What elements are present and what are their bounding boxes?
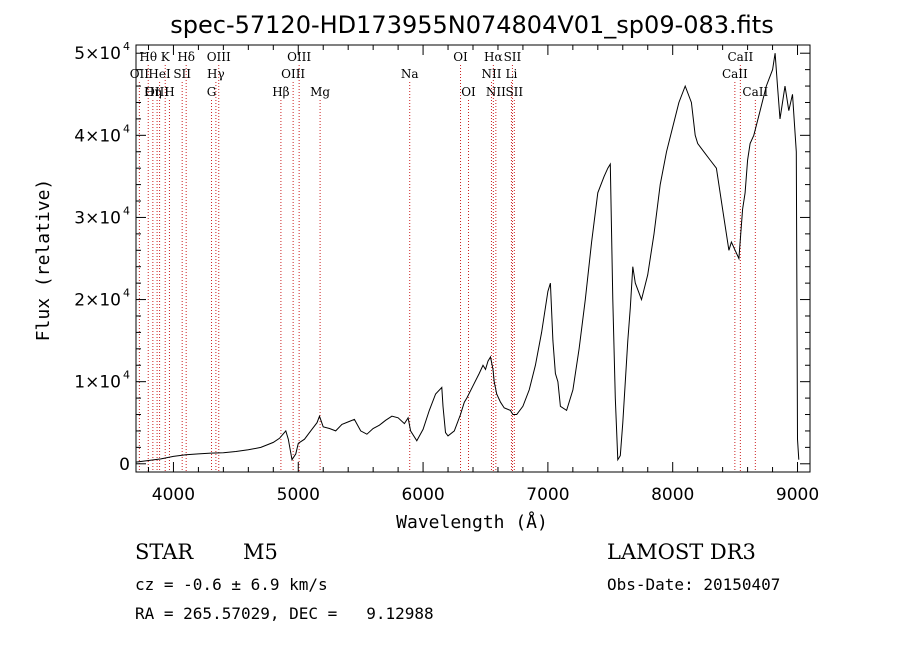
emission-line-label: Hβ xyxy=(272,85,289,99)
emission-line-label: SII xyxy=(173,67,191,81)
emission-line-label: Na xyxy=(401,67,419,81)
y-tick-label: 4×10 xyxy=(74,126,121,146)
emission-line-label: OIII xyxy=(145,85,169,99)
emission-line-label: Hδ xyxy=(177,50,195,64)
emission-line-label: SII xyxy=(504,50,522,64)
x-axis-label: Wavelength (Å) xyxy=(396,511,548,533)
chart-title: spec-57120-HD173955N074804V01_sp09-083.f… xyxy=(170,11,773,39)
obs-date: Obs-Date: 20150407 xyxy=(607,575,781,594)
plot-frame xyxy=(135,44,811,473)
emission-line-label: HeI xyxy=(148,67,171,81)
emission-line-label: OIII xyxy=(207,50,231,64)
y-axis: 01×10 42×10 43×10 44×10 45×10 4 xyxy=(74,40,810,475)
x-tick-label: 4000 xyxy=(152,485,195,505)
y-tick-label: 0 xyxy=(119,455,130,475)
y-tick-exponent: 4 xyxy=(123,122,130,135)
emission-line-label: Hη xyxy=(144,85,162,99)
y-tick-label: 3×10 xyxy=(74,208,121,228)
emission-line-label: CaII xyxy=(722,67,748,81)
y-tick-exponent: 4 xyxy=(123,204,130,217)
emission-line-label: K xyxy=(161,50,171,64)
emission-line-label: OIII xyxy=(281,67,305,81)
emission-line-label: SII xyxy=(505,85,523,99)
emission-line-label: NII xyxy=(486,85,506,99)
emission-line-label: Li xyxy=(506,67,518,81)
x-tick-label: 9000 xyxy=(776,485,819,505)
emission-line-label: OI xyxy=(453,50,468,64)
emission-line-label: Hα xyxy=(484,50,503,64)
x-tick-label: 6000 xyxy=(401,485,444,505)
emission-line-label: NII xyxy=(481,67,501,81)
y-tick-exponent: 4 xyxy=(123,40,130,53)
y-tick-label: 1×10 xyxy=(74,373,121,393)
x-tick-label: 8000 xyxy=(651,485,694,505)
redshift-cz: cz = -0.6 ± 6.9 km/s xyxy=(135,575,328,594)
spectrum-line xyxy=(135,53,800,463)
emission-line-label: OI xyxy=(461,85,476,99)
y-tick-label: 5×10 xyxy=(74,44,121,64)
emission-line-label: H xyxy=(164,85,174,99)
coordinates: RA = 265.57029, DEC = 9.12988 xyxy=(135,604,434,623)
emission-line-markers xyxy=(138,65,756,472)
emission-line-label: Hθ xyxy=(139,50,157,64)
emission-line-label: CaII xyxy=(742,85,768,99)
object-class: STAR xyxy=(135,540,194,564)
y-tick-exponent: 4 xyxy=(123,369,130,382)
y-tick-label: 2×10 xyxy=(74,291,121,311)
x-tick-label: 5000 xyxy=(277,485,320,505)
emission-line-label: OIII xyxy=(287,50,311,64)
object-subclass: M5 xyxy=(243,540,278,564)
emission-line-label: CaII xyxy=(727,50,753,64)
y-tick-exponent: 4 xyxy=(123,287,130,300)
y-axis-label: Flux (relative) xyxy=(33,179,54,342)
emission-line-label: Mg xyxy=(310,85,330,99)
x-axis: 4000 5000 6000 7000 8000 9000 xyxy=(147,45,819,505)
emission-line-label: OII xyxy=(130,67,150,81)
x-tick-label: 7000 xyxy=(526,485,569,505)
emission-line-label: G xyxy=(207,85,217,99)
emission-line-label: Hγ xyxy=(207,67,225,81)
survey-name: LAMOST DR3 xyxy=(607,540,756,564)
